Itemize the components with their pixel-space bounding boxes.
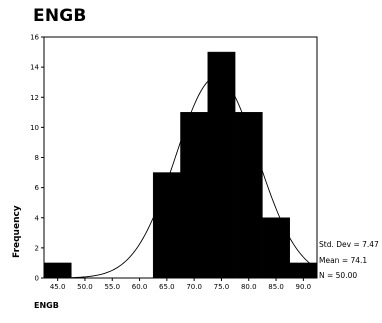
histogram-bar: [262, 217, 290, 279]
normal-curve: [44, 76, 318, 279]
x-tick-label: 60.0: [132, 283, 148, 291]
y-tick-label: 0: [35, 275, 39, 283]
x-tick-label: 55.0: [104, 283, 120, 291]
histogram-bar: [43, 262, 72, 279]
histogram-bar: [152, 172, 181, 279]
x-tick-label: 50.0: [77, 283, 93, 291]
x-tick-label: 70.0: [186, 283, 202, 291]
x-tick-label: 65.0: [159, 283, 175, 291]
x-tick-label: 85.0: [268, 283, 284, 291]
x-tick-label: 45.0: [50, 283, 66, 291]
chart-title: ENGB: [33, 6, 87, 26]
y-tick-label: 14: [30, 64, 39, 72]
histogram-bar: [180, 112, 209, 279]
histogram-bar: [234, 112, 263, 279]
x-tick-label: 90.0: [296, 283, 312, 291]
y-tick-label: 8: [35, 154, 39, 162]
stat-std-dev: Std. Dev = 7.47: [319, 240, 379, 249]
stats-legend: Std. Dev = 7.47 Mean = 74.1 N = 50.00: [319, 237, 379, 284]
y-tick-label: 4: [35, 214, 40, 222]
y-tick-label: 12: [30, 94, 39, 102]
stat-mean: Mean = 74.1: [319, 255, 368, 265]
y-tick-label: 2: [35, 244, 39, 252]
x-tick-label: 80.0: [241, 283, 257, 291]
y-tick-label: 16: [30, 34, 39, 42]
y-tick-label: 6: [35, 184, 40, 192]
y-tick-label: 10: [30, 124, 39, 132]
x-axis-label: ENGB: [34, 301, 59, 310]
x-tick-label: 75.0: [214, 283, 230, 291]
histogram-bar: [207, 51, 236, 279]
stat-n: N = 50.00: [319, 271, 358, 280]
